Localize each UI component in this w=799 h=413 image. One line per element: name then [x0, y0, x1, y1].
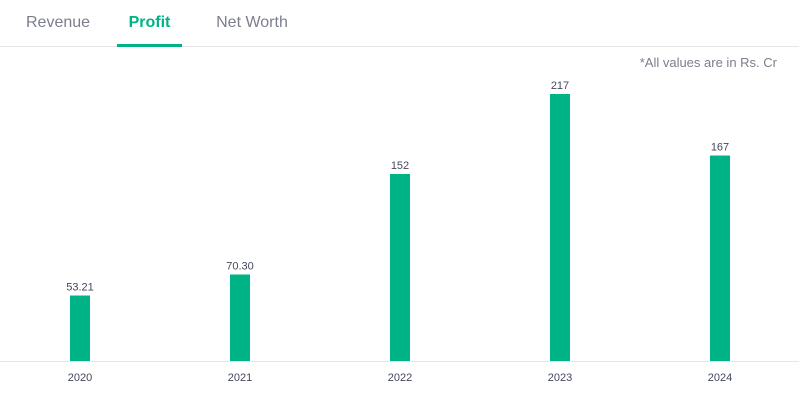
x-tick-label-2023: 2023 [548, 372, 572, 384]
bar-2023[interactable] [550, 94, 570, 361]
tab-profit[interactable]: Profit [117, 0, 182, 47]
bar-value-label-2020: 53.21 [66, 282, 94, 294]
bar-2020[interactable] [70, 295, 90, 361]
units-note: *All values are in Rs. Cr [639, 55, 777, 70]
bar-2024[interactable] [710, 155, 730, 361]
x-tick-label-2021: 2021 [228, 372, 252, 384]
x-tick-label-2022: 2022 [388, 372, 412, 384]
profit-bar-chart: 53.21 2020 70.30 2021 152 2022 217 2023 167 2024 [0, 80, 799, 384]
x-tick-label-2020: 2020 [68, 372, 92, 384]
tab-revenue[interactable]: Revenue [26, 14, 91, 31]
bar-value-label-2022: 152 [391, 160, 409, 172]
bar-2022[interactable] [390, 173, 410, 361]
bar-value-label-2023: 217 [551, 80, 569, 92]
bar-value-label-2024: 167 [711, 142, 729, 154]
tab-net-worth[interactable]: Net Worth [216, 14, 288, 31]
bar-2021[interactable] [230, 274, 250, 361]
tab-bar: Revenue Profit Net Worth [0, 0, 799, 47]
bar-value-label-2021: 70.30 [226, 261, 254, 273]
x-tick-label-2024: 2024 [708, 372, 732, 384]
